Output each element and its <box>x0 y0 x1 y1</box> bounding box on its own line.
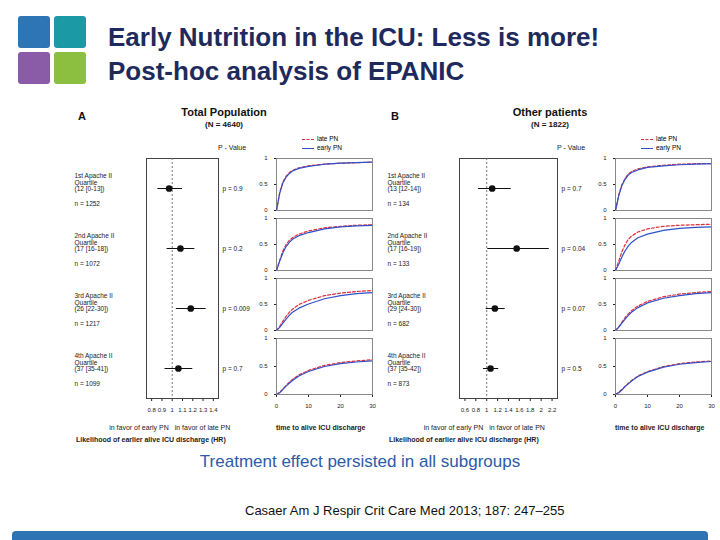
svg-text:0: 0 <box>264 267 268 273</box>
html-text:in favor of early PN: in favor of early PN <box>423 424 484 431</box>
svg-text:n = 873: n = 873 <box>388 380 410 387</box>
svg-text:0.5: 0.5 <box>598 181 607 187</box>
svg-text:p = 0.2: p = 0.2 <box>223 245 243 253</box>
svg-text:10: 10 <box>644 403 651 409</box>
svg-text:0: 0 <box>275 403 279 409</box>
svg-text:0.5: 0.5 <box>259 363 268 369</box>
html-text:Casaer Am J Respir Crit Care M: Casaer Am J Respir Crit Care Med 2013; 1… <box>245 503 565 518</box>
svg-text:0.5: 0.5 <box>598 241 607 247</box>
svg-text:1.3: 1.3 <box>199 407 208 413</box>
html-text:P - Value: P - Value <box>218 144 247 151</box>
svg-text:n = 134: n = 134 <box>388 200 410 207</box>
svg-text:0.5: 0.5 <box>259 181 268 187</box>
svg-text:0.5: 0.5 <box>259 301 268 307</box>
svg-text:1: 1 <box>603 215 607 221</box>
svg-text:0: 0 <box>603 207 607 213</box>
svg-text:1.6: 1.6 <box>515 407 524 413</box>
svg-text:30: 30 <box>369 403 376 409</box>
svg-text:1: 1 <box>171 407 175 413</box>
html-text:Treatment effect persisted in: Treatment effect persisted in all subgro… <box>199 452 521 471</box>
svg-text:p = 0.07: p = 0.07 <box>562 305 586 313</box>
html-text:Likelihood of earlier alive IC: Likelihood of earlier alive ICU discharg… <box>76 436 226 443</box>
svg-text:20: 20 <box>337 403 344 409</box>
svg-text:p = 0.04: p = 0.04 <box>562 245 586 253</box>
html-text:early PN: early PN <box>656 144 681 151</box>
html-text:P - Value: P - Value <box>557 144 586 151</box>
svg-text:20: 20 <box>676 403 683 409</box>
svg-text:0: 0 <box>603 391 607 397</box>
html-text:late PN: late PN <box>656 135 678 142</box>
html-text:time to alive ICU discharge: time to alive ICU discharge <box>276 424 366 431</box>
svg-text:1st Apache IIQuartile(12 [0-13: 1st Apache IIQuartile(12 [0-13]) <box>75 172 113 193</box>
svg-text:0: 0 <box>603 267 607 273</box>
svg-text:2.2: 2.2 <box>548 407 557 413</box>
svg-text:0.5: 0.5 <box>259 241 268 247</box>
svg-text:0.8: 0.8 <box>472 407 481 413</box>
svg-text:0: 0 <box>603 327 607 333</box>
svg-text:0.9: 0.9 <box>158 407 167 413</box>
svg-text:0: 0 <box>264 207 268 213</box>
svg-text:n = 682: n = 682 <box>388 320 410 327</box>
svg-text:p = 0.7: p = 0.7 <box>223 365 243 373</box>
svg-text:1.8: 1.8 <box>526 407 535 413</box>
html-text:(N = 1822): (N = 1822) <box>531 120 569 129</box>
svg-text:30: 30 <box>708 403 715 409</box>
svg-text:n = 1217: n = 1217 <box>75 320 101 327</box>
svg-text:1: 1 <box>264 155 268 161</box>
html-text:time to alive ICU discharge: time to alive ICU discharge <box>615 424 705 431</box>
svg-text:4th Apache IIQuartile(37 [35-4: 4th Apache IIQuartile(37 [35-41]) <box>75 352 113 373</box>
html-text:in favor of early PN: in favor of early PN <box>109 424 169 431</box>
html-text:Post-hoc analysis of EPANIC: Post-hoc analysis of EPANIC <box>108 56 465 86</box>
svg-text:p = 0.7: p = 0.7 <box>562 185 582 193</box>
svg-text:p = 0.009: p = 0.009 <box>223 305 251 313</box>
svg-text:1.1: 1.1 <box>178 407 187 413</box>
svg-text:2nd Apache IIQuartile(17 [16-1: 2nd Apache IIQuartile(17 [16-19]) <box>388 232 428 253</box>
svg-text:1: 1 <box>603 335 607 341</box>
html-text:Early Nutrition in the ICU: Le: Early Nutrition in the ICU: Less is more… <box>108 22 600 52</box>
svg-text:1st Apache IIQuartile(13 [12-1: 1st Apache IIQuartile(13 [12-14]) <box>388 172 426 193</box>
svg-text:10: 10 <box>305 403 312 409</box>
html-text:late PN: late PN <box>317 135 339 142</box>
html-text:Total Population: Total Population <box>181 106 267 118</box>
svg-text:0.6: 0.6 <box>461 407 470 413</box>
svg-text:2: 2 <box>539 407 543 413</box>
svg-text:1: 1 <box>264 275 268 281</box>
svg-text:1.2: 1.2 <box>189 407 198 413</box>
svg-text:n = 1072: n = 1072 <box>75 260 101 267</box>
svg-text:0.5: 0.5 <box>598 301 607 307</box>
html-text:A: A <box>78 110 86 122</box>
svg-text:1.4: 1.4 <box>209 407 218 413</box>
svg-text:0: 0 <box>264 391 268 397</box>
svg-text:0: 0 <box>614 403 618 409</box>
svg-text:0.8: 0.8 <box>147 407 156 413</box>
svg-text:p = 0.5: p = 0.5 <box>562 365 582 373</box>
svg-text:n = 1099: n = 1099 <box>75 380 101 387</box>
svg-text:1: 1 <box>264 215 268 221</box>
svg-text:4th Apache IIQuartile(37 [35-4: 4th Apache IIQuartile(37 [35-42]) <box>388 352 426 373</box>
html-text:in favor of late PN: in favor of late PN <box>174 424 231 431</box>
svg-text:1: 1 <box>264 335 268 341</box>
html-text:in favor of late PN: in favor of late PN <box>489 424 545 431</box>
html-text:Likelihood of earlier alive IC: Likelihood of earlier alive ICU discharg… <box>389 436 539 443</box>
svg-text:3rd Apache IIQuartile(26 [22-3: 3rd Apache IIQuartile(26 [22-30]) <box>75 292 113 313</box>
svg-text:n = 133: n = 133 <box>388 260 410 267</box>
svg-text:0: 0 <box>264 327 268 333</box>
svg-text:1.4: 1.4 <box>504 407 513 413</box>
svg-text:1.2: 1.2 <box>493 407 502 413</box>
svg-text:2nd Apache IIQuartile(17 [16-1: 2nd Apache IIQuartile(17 [16-18]) <box>75 232 115 253</box>
svg-text:1: 1 <box>603 275 607 281</box>
svg-text:3rd Apache IIQuartile(29 [24-3: 3rd Apache IIQuartile(29 [24-30]) <box>388 292 426 313</box>
html-text:early PN: early PN <box>317 144 342 151</box>
svg-text:p = 0.9: p = 0.9 <box>223 185 243 193</box>
svg-text:1: 1 <box>603 155 607 161</box>
html-text:B: B <box>391 110 399 122</box>
svg-text:n = 1252: n = 1252 <box>75 200 101 207</box>
html-text:(N = 4640): (N = 4640) <box>205 120 243 129</box>
svg-text:0.5: 0.5 <box>598 363 607 369</box>
html-text:Other patients: Other patients <box>512 106 588 118</box>
svg-text:1: 1 <box>485 407 489 413</box>
